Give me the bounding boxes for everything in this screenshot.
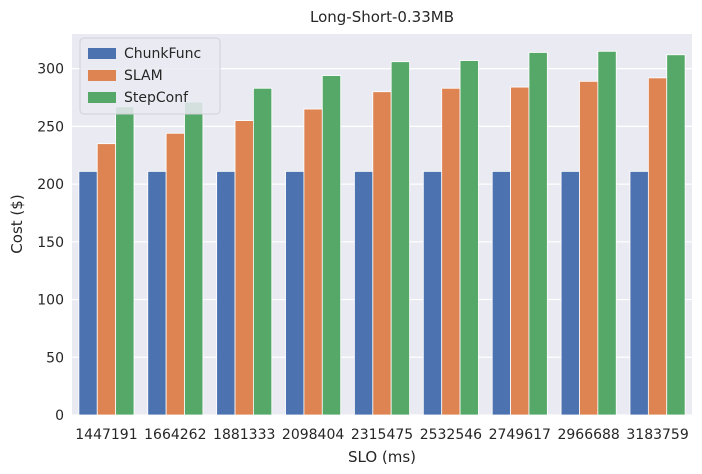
bars (78, 50, 686, 416)
y-tick-label: 100 (37, 293, 64, 309)
bar-chunkfunc (491, 170, 511, 416)
y-axis-label: Cost ($) (8, 194, 26, 253)
bar-slam (234, 120, 254, 416)
y-tick-label: 250 (37, 119, 64, 135)
bar-chunkfunc (354, 170, 374, 416)
y-tick-label: 0 (55, 408, 64, 424)
x-tick-label: 2966688 (557, 427, 619, 443)
bar-stepconf (115, 106, 135, 416)
legend-label-chunkfunc: ChunkFunc (124, 46, 201, 62)
y-tick-label: 200 (37, 177, 64, 193)
y-tick-label: 50 (46, 350, 64, 366)
y-tick-label: 150 (37, 235, 64, 251)
bar-stepconf (184, 101, 204, 416)
bar-slam (579, 80, 599, 416)
bar-slam (303, 108, 323, 416)
x-tick-label: 2749617 (489, 427, 551, 443)
x-tick-label: 1447191 (75, 427, 137, 443)
bar-slam (96, 143, 117, 416)
bar-chunkfunc (216, 170, 236, 416)
bar-slam (441, 87, 461, 416)
bar-slam (510, 86, 530, 416)
x-tick-label: 2315475 (351, 427, 413, 443)
bar-slam (647, 77, 668, 416)
legend-label-stepconf: StepConf (124, 90, 189, 106)
bar-chunkfunc (78, 170, 98, 416)
bar-chunkfunc (285, 170, 305, 416)
bar-chunkfunc (147, 170, 167, 416)
x-tick-label: 2098404 (282, 427, 344, 443)
y-ticks: 0 50 100 150 200 250 300 (37, 62, 64, 424)
legend-swatch-stepconf (88, 92, 116, 103)
x-tick-label: 3183759 (626, 427, 688, 443)
bar-stepconf (528, 52, 548, 416)
legend-swatch-slam (88, 70, 116, 81)
bar-stepconf (597, 50, 617, 416)
bar-stepconf (253, 87, 273, 416)
x-tick-label: 2532546 (420, 427, 482, 443)
legend-swatch-chunkfunc (88, 48, 116, 59)
y-tick-label: 300 (37, 62, 64, 78)
bar-chunkfunc (560, 170, 580, 416)
chart-title: Long-Short-0.33MB (310, 8, 454, 26)
bar-slam (165, 132, 185, 416)
bar-stepconf (666, 54, 686, 416)
legend-label-slam: SLAM (124, 68, 163, 84)
bar-stepconf (390, 61, 410, 416)
bar-chunkfunc (629, 170, 649, 416)
bar-slam (372, 91, 392, 416)
x-tick-label: 1881333 (213, 427, 275, 443)
bar-chunkfunc (422, 170, 443, 416)
legend: ChunkFunc SLAM StepConf (79, 37, 221, 115)
bar-stepconf (459, 60, 479, 416)
x-axis-label: SLO (ms) (348, 448, 416, 466)
bar-stepconf (321, 75, 342, 416)
x-tick-label: 1664262 (144, 427, 206, 443)
x-ticks: 1447191 1664262 1881333 2098404 2315475 25325… (75, 427, 688, 443)
